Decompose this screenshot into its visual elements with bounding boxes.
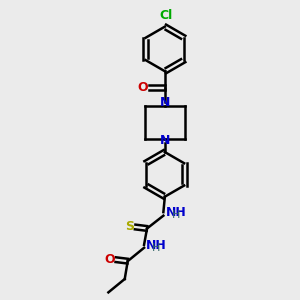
Text: O: O: [105, 253, 115, 266]
Text: S: S: [125, 220, 134, 233]
Text: NH: NH: [146, 239, 167, 252]
Text: Cl: Cl: [160, 9, 173, 22]
Text: N: N: [160, 134, 170, 147]
Text: NH: NH: [166, 206, 186, 219]
Text: H: H: [172, 210, 180, 220]
Text: H: H: [152, 243, 161, 254]
Text: O: O: [137, 81, 148, 94]
Text: N: N: [160, 96, 170, 109]
